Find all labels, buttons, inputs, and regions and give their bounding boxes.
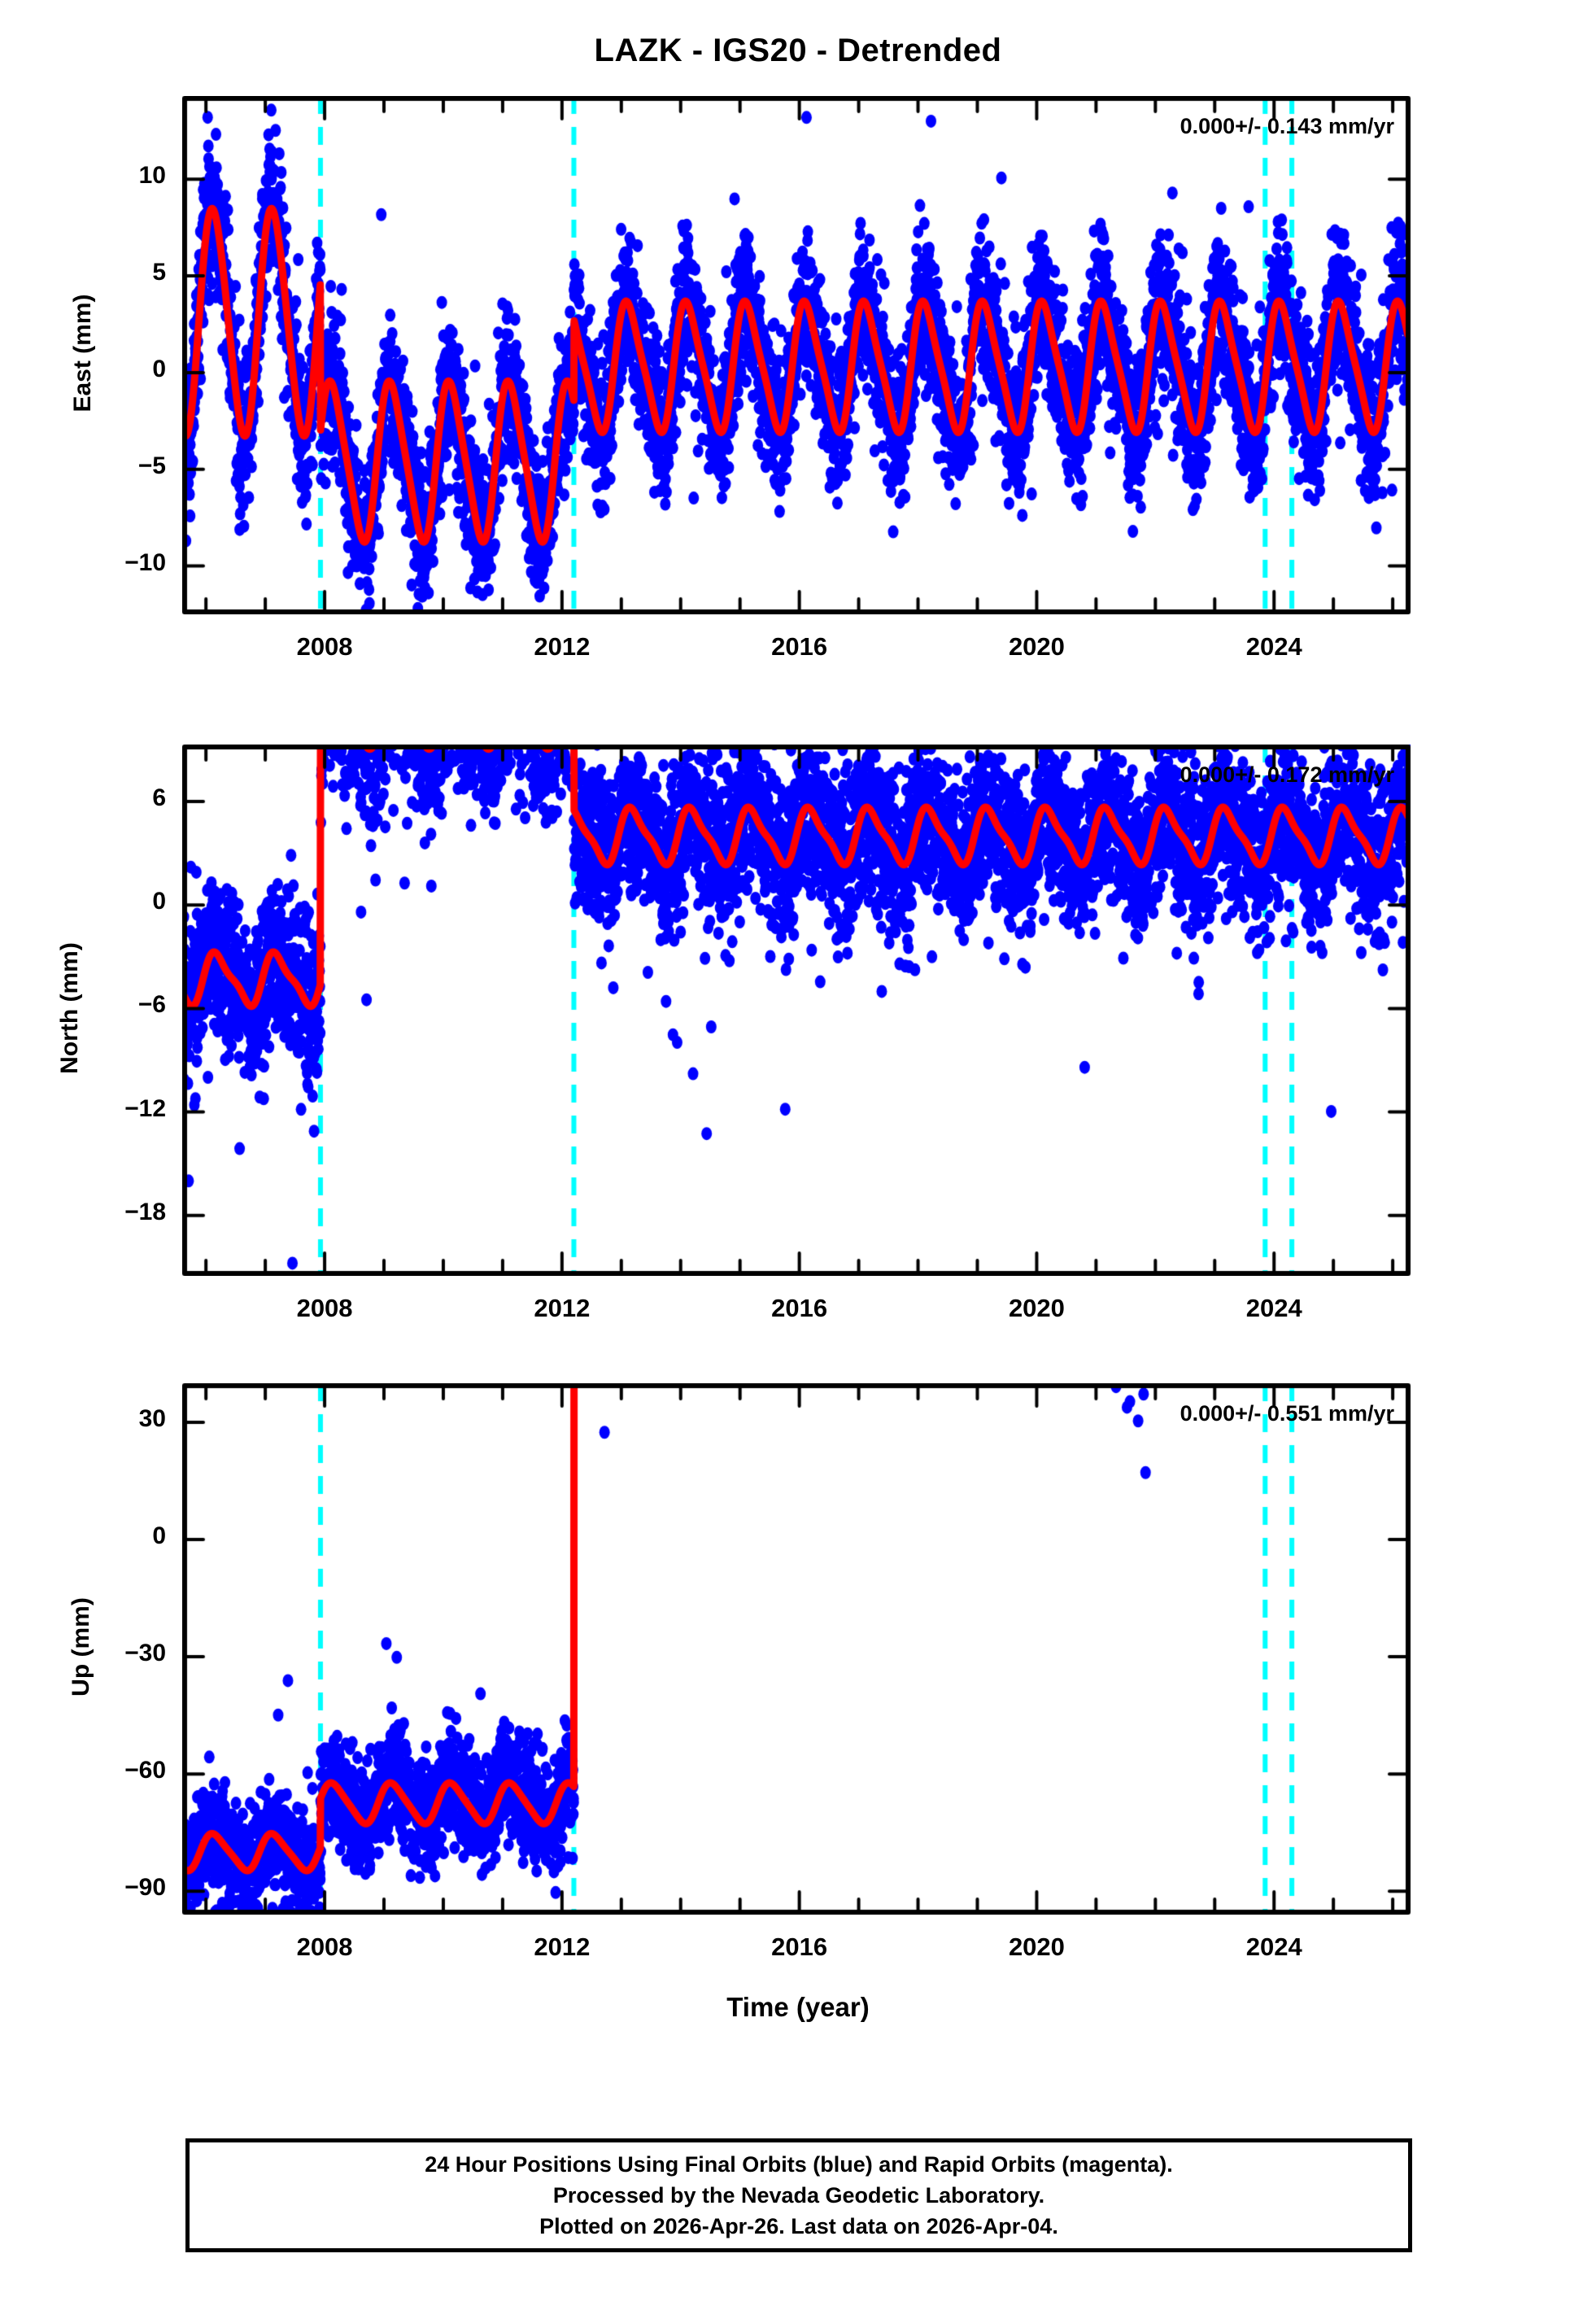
ytick-label-north-4: −18 <box>124 1198 166 1225</box>
ytick-label-up-4: −90 <box>124 1874 166 1902</box>
xtick-label-north-2: 2016 <box>771 1294 828 1322</box>
ytick-label-east-3: −5 <box>137 452 166 479</box>
xtick-label-north-4: 2024 <box>1245 1294 1302 1322</box>
ylabel-north: North (mm) <box>56 941 83 1074</box>
ylabel-up: Up (mm) <box>68 1596 94 1697</box>
xtick-label-north-1: 2012 <box>534 1294 591 1322</box>
ytick-label-east-0: 10 <box>138 162 166 190</box>
caption-line-1: 24 Hour Positions Using Final Orbits (bl… <box>425 2151 1173 2177</box>
caption-line-3: Plotted on 2026-Apr-26. Last data on 202… <box>539 2214 1058 2239</box>
ytick-label-up-0: 30 <box>138 1405 166 1432</box>
ytick-label-east-4: −10 <box>124 548 166 576</box>
ytick-label-north-1: 0 <box>152 888 166 915</box>
xtick-label-up-4: 2024 <box>1245 1933 1302 1961</box>
xtick-label-east-4: 2024 <box>1245 632 1302 661</box>
xaxis-label: Time (year) <box>726 1992 870 2022</box>
ytick-label-north-2: −6 <box>137 991 166 1019</box>
xtick-label-up-0: 2008 <box>296 1933 353 1961</box>
xtick-label-east-3: 2020 <box>1008 632 1065 661</box>
xtick-label-up-2: 2016 <box>771 1933 828 1961</box>
ytick-label-north-3: −12 <box>124 1094 166 1122</box>
xtick-label-east-2: 2016 <box>771 632 828 661</box>
xtick-label-up-1: 2012 <box>534 1933 591 1961</box>
xtick-label-east-1: 2012 <box>534 632 591 661</box>
caption-box: 24 Hour Positions Using Final Orbits (bl… <box>185 2138 1412 2252</box>
panel-east <box>182 96 1411 614</box>
panel-up <box>182 1383 1411 1915</box>
ytick-label-up-3: −60 <box>124 1757 166 1784</box>
xtick-label-north-0: 2008 <box>296 1294 353 1322</box>
rate-annotation-east: 0.000+/- 0.143 mm/yr <box>1180 114 1394 138</box>
ytick-label-east-2: 0 <box>152 355 166 382</box>
rate-annotation-up: 0.000+/- 0.551 mm/yr <box>1180 1401 1394 1426</box>
plot-canvas-north <box>182 745 1411 1276</box>
plot-canvas-east <box>182 96 1411 614</box>
xtick-label-north-3: 2020 <box>1008 1294 1065 1322</box>
page-title: LAZK - IGS20 - Detrended <box>594 33 1002 68</box>
plot-canvas-up <box>182 1383 1411 1915</box>
ylabel-east: East (mm) <box>69 293 96 413</box>
ytick-label-up-2: −30 <box>124 1640 166 1667</box>
rate-annotation-north: 0.000+/- 0.172 mm/yr <box>1180 762 1394 787</box>
xtick-label-up-3: 2020 <box>1008 1933 1065 1961</box>
ytick-label-east-1: 5 <box>152 259 166 286</box>
ytick-label-north-0: 6 <box>152 784 166 811</box>
xtick-label-east-0: 2008 <box>296 632 353 661</box>
caption-line-2: Processed by the Nevada Geodetic Laborat… <box>552 2182 1045 2208</box>
ytick-label-up-1: 0 <box>152 1522 166 1550</box>
panel-north <box>182 745 1411 1276</box>
